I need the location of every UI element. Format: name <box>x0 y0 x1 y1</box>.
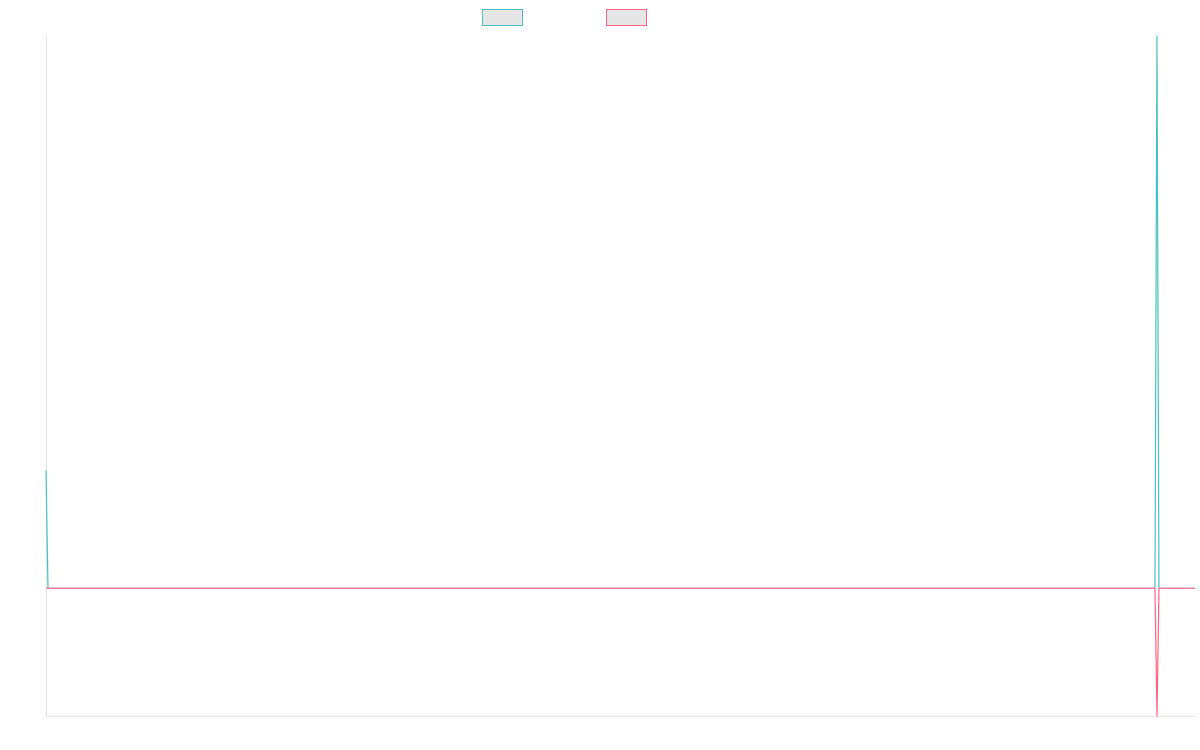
legend <box>482 9 647 26</box>
legend-swatch-1[interactable] <box>482 9 523 26</box>
series-line-2 <box>46 587 1195 717</box>
series-line-1 <box>45 35 1195 589</box>
axes <box>46 36 1195 717</box>
legend-swatch-2[interactable] <box>606 9 647 26</box>
series-group <box>45 35 1195 717</box>
